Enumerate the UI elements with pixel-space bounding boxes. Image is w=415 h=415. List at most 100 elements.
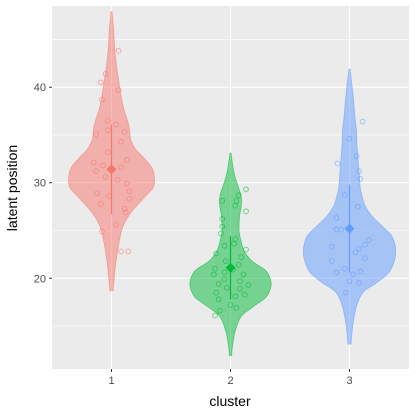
data-point: [118, 138, 124, 145]
data-point: [121, 129, 128, 135]
data-point: [346, 278, 353, 284]
data-point: [243, 246, 249, 253]
data-point: [243, 186, 249, 193]
mean-marker: [344, 223, 355, 234]
data-point: [328, 243, 335, 250]
data-point: [121, 205, 128, 212]
data-point: [224, 284, 230, 291]
data-point: [222, 258, 229, 264]
data-point: [238, 254, 245, 261]
data-point: [102, 70, 109, 77]
y-tick-label: 20: [34, 273, 46, 285]
data-point: [235, 262, 242, 268]
x-tick-label: 2: [227, 375, 233, 387]
data-point: [356, 168, 362, 175]
data-point: [212, 265, 218, 272]
data-point: [341, 265, 348, 272]
data-point: [350, 271, 356, 278]
data-point: [245, 282, 252, 288]
data-point: [357, 268, 364, 275]
data-point: [100, 162, 107, 169]
data-point: [215, 296, 222, 303]
data-point: [212, 312, 218, 319]
data-point: [356, 280, 362, 286]
data-point: [334, 160, 341, 167]
mean-marker: [225, 262, 236, 273]
data-point: [338, 226, 345, 233]
y-axis-title: latent position: [4, 145, 20, 231]
data-point: [219, 223, 226, 230]
x-axis: 1 2 3: [108, 369, 353, 387]
mean-marker: [106, 164, 117, 175]
data-point: [118, 248, 124, 255]
data-point: [124, 156, 130, 163]
data-point: [231, 241, 237, 247]
data-point: [346, 135, 353, 142]
data-point: [216, 307, 223, 314]
data-point: [118, 164, 124, 171]
data-point: [97, 79, 104, 86]
data-point: [99, 228, 105, 235]
data-point: [97, 200, 104, 207]
data-point: [218, 230, 224, 237]
y-axis: 20 30 40: [34, 82, 52, 285]
data-point: [243, 208, 249, 215]
data-point: [93, 131, 99, 137]
data-point: [125, 248, 132, 255]
violin-layer: [68, 11, 397, 357]
data-point: [115, 87, 122, 93]
data-point: [354, 203, 361, 210]
data-point: [240, 271, 247, 278]
data-point: [333, 269, 340, 276]
data-point: [213, 289, 220, 296]
data-point: [237, 285, 243, 292]
x-axis-title: cluster: [209, 393, 251, 409]
data-point: [122, 209, 129, 216]
y-tick-label: 40: [34, 82, 46, 94]
data-point: [114, 177, 121, 183]
data-point: [90, 159, 97, 166]
data-point: [233, 305, 240, 311]
data-point: [357, 176, 364, 182]
data-point: [362, 255, 368, 262]
data-point: [113, 221, 120, 228]
data-point: [341, 192, 348, 198]
data-point: [126, 188, 133, 195]
data-point: [359, 118, 366, 125]
data-point: [328, 258, 335, 264]
data-point: [215, 281, 222, 287]
data-point: [343, 289, 349, 296]
data-point: [105, 117, 111, 124]
data-point: [235, 192, 242, 198]
data-point: [219, 198, 226, 204]
data-point: [93, 168, 99, 175]
data-point: [356, 245, 362, 252]
y-tick-label: 30: [34, 178, 46, 190]
data-point: [102, 174, 109, 180]
violin-group-3: [302, 68, 397, 345]
data-point: [365, 237, 372, 243]
data-point: [232, 202, 239, 209]
data-point: [126, 196, 133, 202]
data-point: [105, 149, 111, 156]
data-point: [210, 271, 217, 278]
violin-group-2: [189, 152, 272, 357]
data-point: [221, 242, 228, 249]
data-point: [237, 278, 243, 284]
data-point: [115, 48, 122, 54]
data-point: [352, 249, 359, 256]
data-point: [333, 215, 340, 221]
violin-group-1: [68, 11, 155, 292]
data-point: [99, 96, 105, 103]
data-point: [113, 121, 120, 128]
data-point: [105, 127, 111, 134]
x-tick-label: 3: [346, 375, 352, 387]
data-point: [241, 291, 248, 298]
data-point: [221, 276, 228, 283]
data-point: [232, 293, 239, 300]
data-point: [353, 153, 360, 159]
data-point: [213, 250, 220, 257]
data-point: [219, 216, 226, 222]
data-point: [227, 302, 234, 308]
